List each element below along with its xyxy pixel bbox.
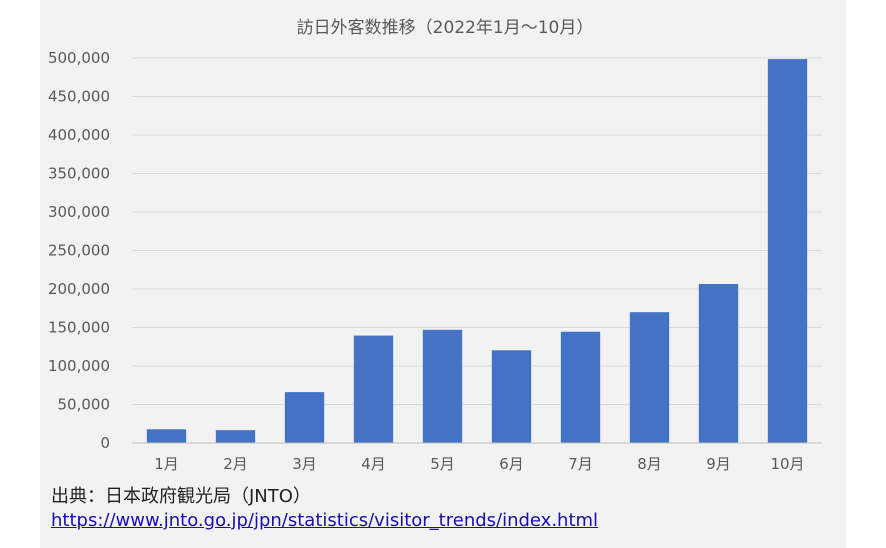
x-tick-label: 4月	[361, 455, 386, 473]
x-tick-label: 1月	[154, 455, 179, 473]
y-tick-label: 200,000	[48, 280, 110, 298]
bar-chart: 訪日外客数推移（2022年1月～10月） 0 50,000 100,000 150,0…	[48, 18, 822, 473]
bar	[629, 312, 670, 443]
y-tick-label: 50,000	[58, 396, 111, 414]
x-tick-label: 3月	[292, 455, 317, 473]
bar	[422, 329, 463, 443]
x-tick-label: 5月	[430, 455, 455, 473]
gridlines	[132, 57, 822, 405]
y-axis-ticks: 0 50,000 100,000 150,000 200,000 250,000 300,0…	[48, 49, 110, 452]
chart-panel: 訪日外客数推移（2022年1月～10月） 0 50,000 100,000 150,0…	[40, 0, 846, 548]
bar	[215, 430, 256, 443]
bar	[284, 392, 325, 443]
source-block: 出典：日本政府観光局（JNTO） https://www.jnto.go.jp/…	[51, 485, 598, 533]
y-tick-label: 350,000	[48, 165, 110, 183]
y-tick-label: 150,000	[48, 319, 110, 337]
source-link[interactable]: https://www.jnto.go.jp/jpn/statistics/vi…	[51, 510, 599, 531]
y-tick-label: 250,000	[48, 242, 110, 260]
chart-title: 訪日外客数推移（2022年1月～10月）	[297, 18, 594, 38]
y-tick-label: 100,000	[48, 357, 110, 375]
y-tick-label: 300,000	[48, 203, 110, 221]
x-tick-label: 7月	[568, 455, 593, 473]
x-tick-label: 10月	[770, 455, 804, 473]
bar	[698, 283, 739, 443]
x-tick-label: 9月	[706, 455, 731, 473]
bar	[767, 59, 808, 443]
bar	[146, 429, 187, 443]
bar	[491, 350, 532, 443]
y-tick-label: 0	[100, 434, 110, 452]
x-axis-ticks: 1月 2月 3月 4月 5月 6月 7月 8月 9月 10月	[154, 455, 804, 473]
source-text: 出典：日本政府観光局（JNTO）	[51, 486, 311, 507]
bars	[146, 59, 808, 443]
bar	[560, 331, 601, 443]
x-tick-label: 6月	[499, 455, 524, 473]
x-tick-label: 2月	[223, 455, 248, 473]
y-tick-label: 400,000	[48, 126, 110, 144]
y-tick-label: 450,000	[48, 88, 110, 106]
x-tick-label: 8月	[637, 455, 662, 473]
bar	[353, 335, 394, 443]
y-tick-label: 500,000	[48, 49, 110, 67]
